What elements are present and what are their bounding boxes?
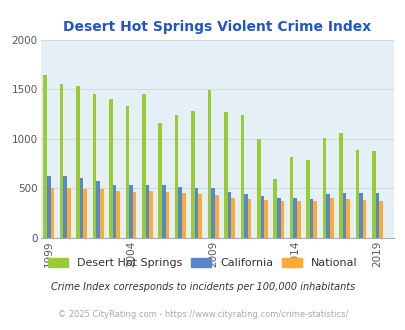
Bar xyxy=(47,176,51,238)
Bar xyxy=(256,139,260,238)
Bar xyxy=(211,188,214,238)
Bar xyxy=(191,112,194,238)
Bar xyxy=(67,188,70,238)
Bar xyxy=(240,115,243,238)
Bar xyxy=(100,189,103,238)
Bar xyxy=(371,151,375,238)
Bar xyxy=(142,94,145,238)
Bar xyxy=(355,150,358,238)
Bar xyxy=(345,199,349,238)
Bar xyxy=(260,196,264,238)
Bar xyxy=(305,160,309,238)
Bar xyxy=(83,189,87,238)
Bar xyxy=(63,176,67,238)
Bar xyxy=(51,187,54,238)
Bar xyxy=(313,201,316,238)
Bar xyxy=(375,193,378,238)
Title: Desert Hot Springs Violent Crime Index: Desert Hot Springs Violent Crime Index xyxy=(63,20,371,34)
Bar xyxy=(132,191,136,238)
Bar xyxy=(76,86,80,238)
Bar xyxy=(289,157,293,238)
Bar xyxy=(125,106,129,238)
Bar xyxy=(322,138,326,238)
Bar xyxy=(158,123,162,238)
Bar xyxy=(280,201,283,238)
Bar xyxy=(247,199,251,238)
Bar xyxy=(113,185,116,238)
Bar xyxy=(329,199,333,238)
Bar xyxy=(362,200,365,238)
Bar xyxy=(96,181,100,238)
Legend: Desert Hot Springs, California, National: Desert Hot Springs, California, National xyxy=(44,253,361,273)
Bar xyxy=(198,194,202,238)
Bar xyxy=(338,133,342,238)
Bar xyxy=(116,191,119,238)
Bar xyxy=(43,75,47,238)
Bar xyxy=(231,198,234,238)
Bar xyxy=(181,193,185,238)
Bar xyxy=(214,195,218,238)
Bar xyxy=(178,187,181,238)
Bar xyxy=(378,201,382,238)
Bar xyxy=(145,185,149,238)
Bar xyxy=(309,199,313,238)
Bar xyxy=(60,84,63,238)
Bar xyxy=(273,179,276,238)
Bar xyxy=(227,192,231,238)
Bar xyxy=(207,90,211,238)
Bar xyxy=(224,112,227,238)
Bar xyxy=(276,198,280,238)
Bar xyxy=(80,178,83,238)
Text: © 2025 CityRating.com - https://www.cityrating.com/crime-statistics/: © 2025 CityRating.com - https://www.city… xyxy=(58,310,347,319)
Bar xyxy=(165,191,169,238)
Bar xyxy=(293,198,296,238)
Bar xyxy=(358,193,362,238)
Text: Crime Index corresponds to incidents per 100,000 inhabitants: Crime Index corresponds to incidents per… xyxy=(51,282,354,292)
Bar xyxy=(129,185,132,238)
Bar xyxy=(194,188,198,238)
Bar xyxy=(149,191,152,238)
Bar xyxy=(264,200,267,238)
Bar xyxy=(326,194,329,238)
Bar xyxy=(92,94,96,238)
Bar xyxy=(109,99,113,238)
Bar xyxy=(296,201,300,238)
Bar xyxy=(342,193,345,238)
Bar xyxy=(243,194,247,238)
Bar xyxy=(175,115,178,238)
Bar xyxy=(162,185,165,238)
